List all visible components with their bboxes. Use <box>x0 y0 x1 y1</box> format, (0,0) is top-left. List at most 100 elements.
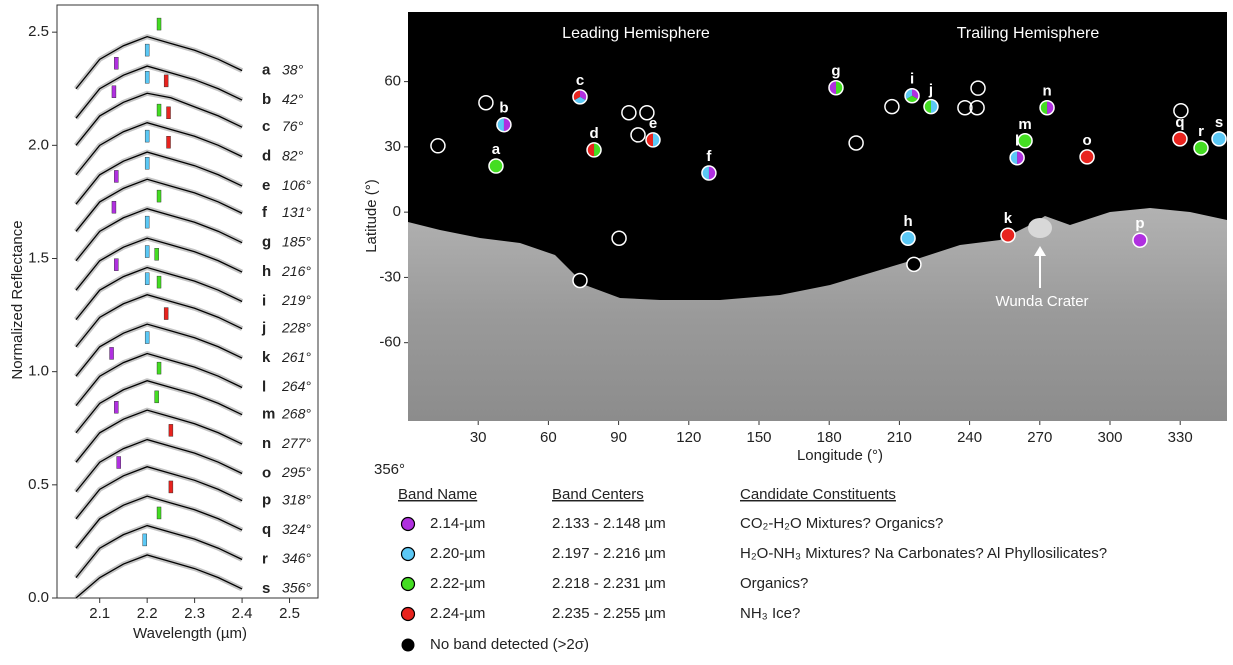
band-marker <box>157 362 161 374</box>
band-marker <box>145 273 149 285</box>
x-tick-label: 2.1 <box>89 605 110 622</box>
spectrum-name: o <box>262 464 271 481</box>
spectrum-longitude: 295° <box>281 464 311 480</box>
legend-swatch <box>402 578 415 591</box>
map-point <box>1010 151 1024 165</box>
spectrum-line <box>76 381 242 433</box>
x-tick-label: 2.4 <box>232 605 253 622</box>
spectrum-name: g <box>262 234 271 251</box>
spectrum-name: q <box>262 521 271 538</box>
legend-band-name: 2.14-µm <box>430 515 485 532</box>
hemisphere-label: Leading Hemisphere <box>562 25 710 42</box>
spectrum-longitude: 185° <box>282 233 311 249</box>
spectrum-longitude: 76° <box>282 118 304 134</box>
legend-band-centers: 2.218 - 2.231 µm <box>552 575 666 592</box>
map-point <box>1080 150 1094 164</box>
map-point <box>901 231 915 245</box>
y-tick-label: 2.0 <box>28 136 49 153</box>
error-band <box>76 381 242 433</box>
no-band-point <box>907 257 921 271</box>
spectrum-line <box>76 93 242 145</box>
map-point <box>905 89 919 103</box>
y-tick-label: 0.0 <box>28 589 49 606</box>
band-marker <box>164 308 168 320</box>
legend-band-name: 2.24-µm <box>430 605 485 622</box>
spectrum-line <box>76 440 242 492</box>
y-tick-label: 1.5 <box>28 249 49 266</box>
map-point <box>829 81 843 95</box>
x-tick-label: 2.5 <box>279 605 300 622</box>
map-point <box>1194 141 1208 155</box>
spectrum-longitude: 216° <box>281 263 311 279</box>
spectrum-line <box>76 209 242 261</box>
band-marker <box>117 456 121 468</box>
spectrum-name: p <box>262 492 271 509</box>
point-label: o <box>1082 132 1091 149</box>
band-marker <box>145 130 149 142</box>
x-tick-label: 300 <box>1097 429 1122 446</box>
spectrum-line <box>76 123 242 175</box>
point-label: s <box>1215 114 1223 131</box>
error-band <box>76 410 242 462</box>
band-marker <box>145 246 149 258</box>
y-tick-label: 1.0 <box>28 363 49 380</box>
spectrum-line <box>76 555 242 598</box>
spectrum-longitude: 324° <box>282 521 311 537</box>
map-point <box>1018 134 1032 148</box>
map-point <box>1133 233 1147 247</box>
stray-label: 356° <box>374 461 405 478</box>
point-label: g <box>831 63 840 80</box>
x-tick-label: 60 <box>540 429 557 446</box>
error-band <box>76 37 242 89</box>
band-marker <box>143 534 147 546</box>
point-label: j <box>928 82 933 99</box>
legend-constituents: NH₃ Ice? <box>740 605 800 622</box>
x-tick-label: 240 <box>957 429 982 446</box>
point-label: n <box>1042 83 1051 100</box>
x-axis-title: Wavelength (µm) <box>133 625 247 642</box>
spectrum-line <box>76 179 242 231</box>
spectrum-line <box>76 295 242 347</box>
spectrum-line <box>76 37 242 89</box>
spectrum-name: j <box>261 320 266 337</box>
map-point <box>1040 101 1054 115</box>
spectrum-line <box>76 526 242 578</box>
band-marker <box>112 201 116 213</box>
legend-band-centers: 2.133 - 2.148 µm <box>552 515 666 532</box>
legend-swatch <box>402 608 415 621</box>
spectrum-name: f <box>262 204 268 221</box>
x-tick-label: 210 <box>887 429 912 446</box>
point-label: p <box>1135 215 1144 232</box>
x-tick-label: 90 <box>610 429 627 446</box>
map-point <box>573 90 587 104</box>
point-label: d <box>589 125 598 142</box>
spectrum-name: b <box>262 91 271 108</box>
band-marker <box>145 71 149 83</box>
band-marker <box>157 104 161 116</box>
y-tick-label: -30 <box>379 268 401 285</box>
spectrum-name: d <box>262 148 271 165</box>
point-label: a <box>492 141 501 158</box>
spectrum-line <box>76 354 242 406</box>
error-band <box>76 209 242 261</box>
band-marker <box>145 332 149 344</box>
point-label: c <box>576 72 584 89</box>
y-axis-title: Latitude (°) <box>363 179 380 253</box>
y-tick-label: 0 <box>393 203 401 220</box>
y-tick-label: 60 <box>384 73 401 90</box>
legend-header: Candidate Constituents <box>740 486 896 503</box>
band-marker <box>157 507 161 519</box>
legend-swatch <box>402 639 415 652</box>
no-band-point <box>573 273 587 287</box>
legend-swatch <box>402 518 415 531</box>
error-band <box>76 268 242 320</box>
band-marker <box>145 157 149 169</box>
x-tick-label: 120 <box>676 429 701 446</box>
spectrum-name: k <box>262 349 271 366</box>
map-point <box>1001 228 1015 242</box>
x-tick-label: 150 <box>746 429 771 446</box>
band-marker <box>145 44 149 56</box>
spectrum-name: i <box>262 292 266 309</box>
spectrum-name: a <box>262 62 271 79</box>
hemisphere-label: Trailing Hemisphere <box>957 25 1100 42</box>
